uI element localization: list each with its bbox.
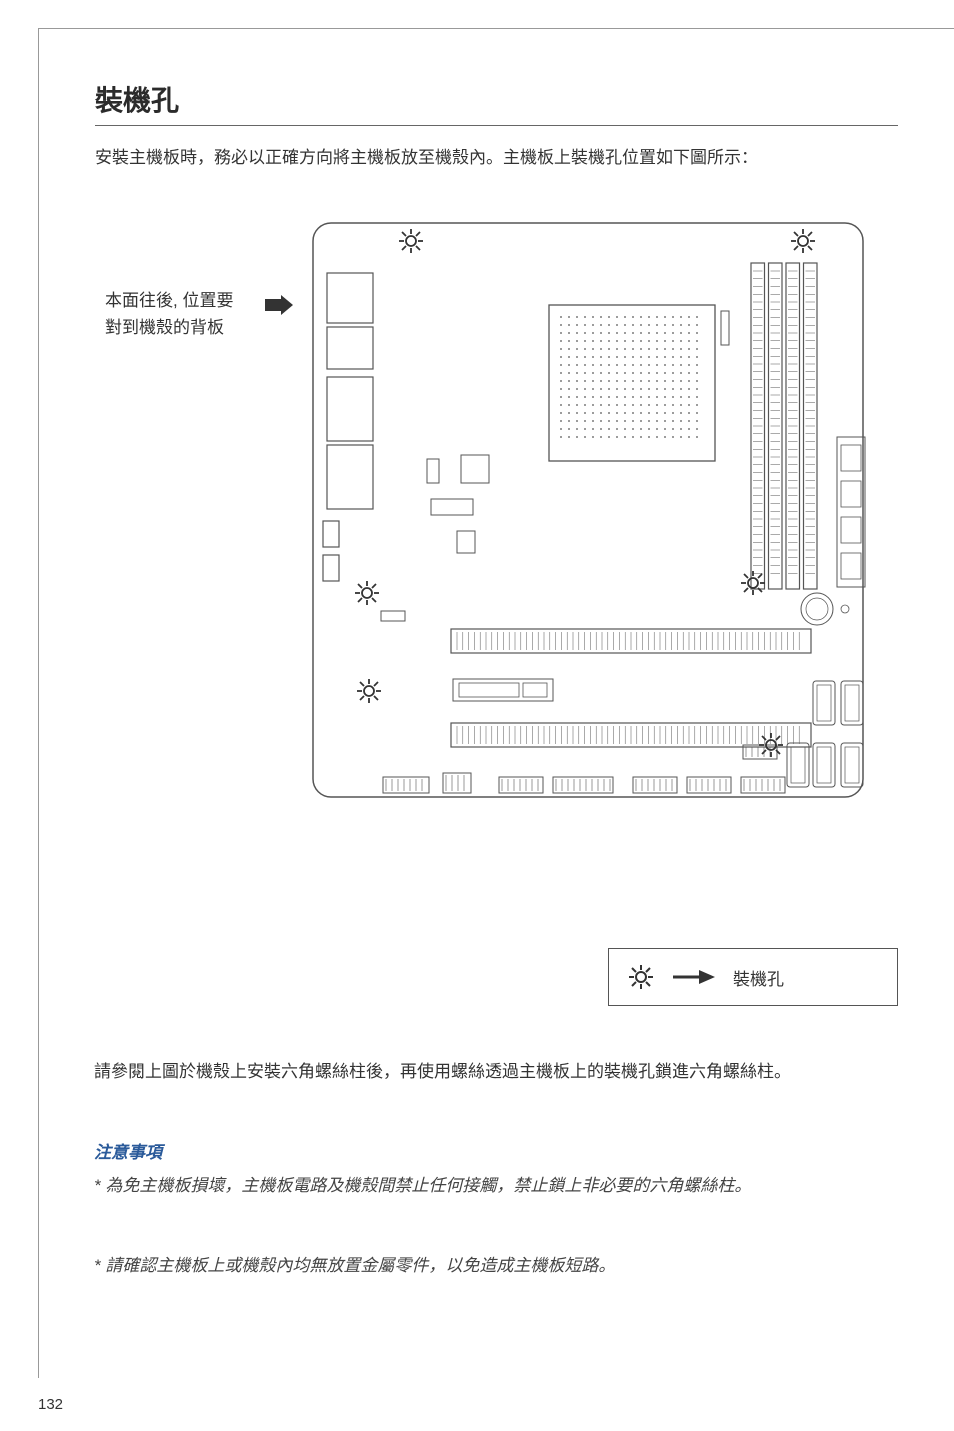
callout-line1: 本面往後, 位置要 <box>105 291 233 310</box>
callout-line2: 對到機殼的背板 <box>105 318 224 337</box>
legend-arrow-icon <box>673 968 715 986</box>
mounting-hole-icon <box>627 963 655 991</box>
note-item-2: * 請確認主機板上或機殼內均無放置金屬零件，以免造成主機板短路。 <box>94 1252 898 1279</box>
heading-rule <box>95 125 898 126</box>
motherboard-diagram <box>283 211 879 809</box>
diagram-area: 本面往後, 位置要 對到機殼的背板 <box>95 211 898 861</box>
intro-paragraph: 安裝主機板時，務必以正確方向將主機板放至機殼內。主機板上裝機孔位置如下圖所示： <box>95 144 898 171</box>
page-number: 132 <box>38 1396 63 1413</box>
legend-box: 裝機孔 <box>608 948 898 1006</box>
rear-io-callout: 本面往後, 位置要 對到機殼的背板 <box>105 287 265 341</box>
section-heading: 裝機孔 <box>95 79 898 119</box>
note-item-1: * 為免主機板損壞，主機板電路及機殼間禁止任何接觸，禁止鎖上非必要的六角螺絲柱。 <box>94 1172 898 1199</box>
notes-heading: 注意事項 <box>94 1138 162 1163</box>
instruction-paragraph: 請參閱上圖於機殼上安裝六角螺絲柱後，再使用螺絲透過主機板上的裝機孔鎖進六角螺絲柱… <box>94 1058 898 1085</box>
legend-label: 裝機孔 <box>733 965 784 990</box>
